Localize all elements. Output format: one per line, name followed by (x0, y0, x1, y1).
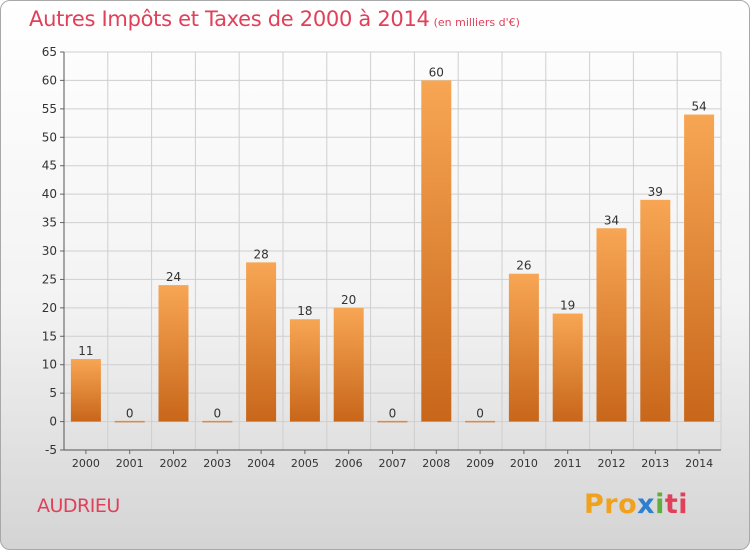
x-tick-label-2011: 2011 (554, 457, 582, 470)
data-label-2003: 0 (213, 407, 221, 421)
bar-2002[interactable] (158, 285, 189, 422)
x-tick-label-2002: 2002 (160, 457, 188, 470)
y-tick-label: -5 (45, 443, 57, 457)
bar-2008[interactable] (421, 80, 452, 422)
x-tick-label-2001: 2001 (116, 457, 144, 470)
x-tick-label-2009: 2009 (466, 457, 494, 470)
data-label-2006: 20 (341, 293, 356, 307)
bar-2012[interactable] (596, 228, 627, 422)
x-tick-label-2012: 2012 (598, 457, 626, 470)
logo-part-2: x (637, 489, 656, 520)
x-tick-label-2008: 2008 (422, 457, 450, 470)
y-tick-label: 15 (42, 329, 57, 343)
bar-2010[interactable] (508, 273, 539, 422)
chart-subtitle: (en milliers d'€) (433, 16, 520, 29)
y-tick-label: 55 (42, 102, 57, 116)
x-tick-label-2010: 2010 (510, 457, 538, 470)
y-tick-label: 30 (42, 244, 57, 258)
x-tick-label-2006: 2006 (335, 457, 363, 470)
y-tick-label: 25 (42, 272, 57, 286)
bar-2014[interactable] (684, 114, 715, 422)
location-name: AUDRIEU (37, 495, 120, 517)
chart-title: Autres Impôts et Taxes de 2000 à 2014 (en… (29, 7, 520, 31)
bar-2006[interactable] (333, 307, 364, 422)
data-label-2011: 19 (560, 299, 575, 313)
bar-2004[interactable] (246, 262, 277, 422)
logo-part-3: i (655, 489, 665, 520)
bar-2001[interactable] (114, 420, 145, 423)
data-label-2005: 18 (297, 304, 312, 318)
y-tick-label: 5 (49, 386, 57, 400)
bars (70, 80, 715, 423)
y-tick-label: 45 (42, 159, 57, 173)
x-tick-label-2013: 2013 (641, 457, 669, 470)
data-label-2009: 0 (476, 407, 484, 421)
data-label-2001: 0 (126, 407, 134, 421)
bar-2003[interactable] (202, 420, 233, 423)
logo-part-4: ti (664, 489, 689, 520)
y-tick-label: 0 (49, 415, 57, 429)
bar-2013[interactable] (640, 199, 671, 422)
data-label-2012: 34 (604, 213, 619, 227)
data-labels: 11 0 24 0 28 18 20 0 60 0 26 19 34 39 54 (78, 65, 706, 420)
x-tick-label-2003: 2003 (203, 457, 231, 470)
data-label-2008: 60 (429, 65, 444, 79)
proxiti-logo[interactable]: Proxiti (584, 489, 688, 520)
y-tick-label: 20 (42, 301, 57, 315)
y-tick-label: 50 (42, 130, 57, 144)
bar-2009[interactable] (465, 420, 496, 423)
chart-title-text: Autres Impôts et Taxes de 2000 à 2014 (29, 7, 430, 31)
data-label-2014: 54 (691, 100, 706, 114)
bar-2007[interactable] (377, 420, 408, 423)
y-tick-label: 35 (42, 216, 57, 230)
bar-2005[interactable] (289, 319, 320, 422)
bar-2011[interactable] (552, 313, 583, 422)
bar-2000[interactable] (70, 359, 101, 422)
data-label-2002: 24 (166, 270, 181, 284)
y-tick-label: 60 (42, 73, 57, 87)
data-label-2000: 11 (78, 344, 93, 358)
data-label-2013: 39 (648, 185, 663, 199)
x-tick-label-2004: 2004 (247, 457, 275, 470)
data-label-2004: 28 (253, 247, 268, 261)
y-tick-label: 40 (42, 187, 57, 201)
x-tick-label-2014: 2014 (685, 457, 713, 470)
y-tick-label: 65 (42, 45, 57, 59)
x-tick-label-2007: 2007 (379, 457, 407, 470)
logo-part-1: Pro (584, 489, 638, 520)
x-tick-label-2000: 2000 (72, 457, 100, 470)
data-label-2010: 26 (516, 259, 531, 273)
data-label-2007: 0 (389, 407, 397, 421)
y-tick-label: 10 (42, 358, 57, 372)
x-tick-label-2005: 2005 (291, 457, 319, 470)
